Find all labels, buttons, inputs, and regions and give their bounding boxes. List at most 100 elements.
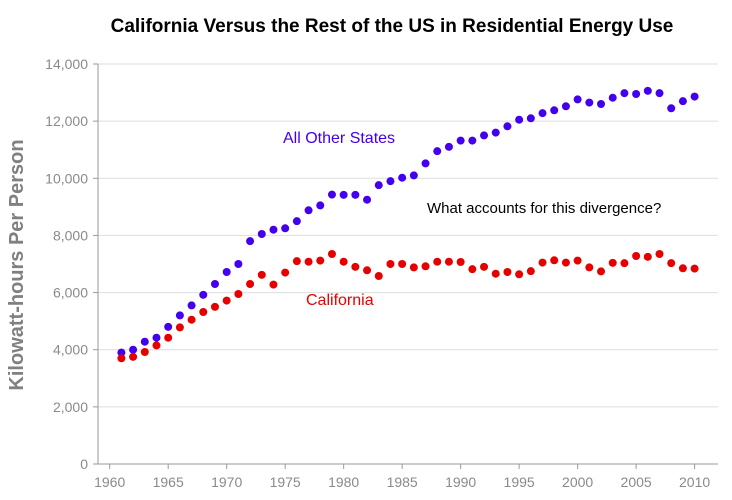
data-point-california bbox=[480, 262, 489, 271]
x-tick-label: 2005 bbox=[621, 474, 652, 490]
data-point-all-other-states bbox=[199, 290, 208, 299]
data-point-california bbox=[117, 354, 126, 363]
data-point-california bbox=[608, 258, 617, 267]
data-point-all-other-states bbox=[351, 190, 360, 199]
data-point-california bbox=[573, 256, 582, 265]
data-point-all-other-states bbox=[304, 206, 313, 215]
x-tick-label: 1990 bbox=[445, 474, 476, 490]
y-axis-ticks: 0 2,000 4,000 6,000 8,000 10,000 12,000 14,000 bbox=[45, 56, 98, 472]
x-tick-label: 2010 bbox=[679, 474, 710, 490]
data-point-california bbox=[292, 257, 301, 266]
data-point-california bbox=[210, 302, 219, 311]
data-point-all-other-states bbox=[222, 268, 231, 276]
data-point-all-other-states bbox=[152, 333, 161, 342]
data-point-all-other-states bbox=[491, 128, 500, 137]
data-point-california bbox=[339, 257, 348, 266]
data-point-california bbox=[585, 263, 594, 272]
data-point-all-other-states bbox=[175, 311, 184, 320]
x-tick-label: 1970 bbox=[211, 474, 242, 490]
data-point-california bbox=[281, 268, 290, 277]
data-point-all-other-states bbox=[678, 97, 687, 106]
grid bbox=[98, 63, 718, 408]
data-point-all-other-states bbox=[292, 217, 301, 226]
data-point-all-other-states bbox=[339, 190, 348, 199]
data-point-all-other-states bbox=[690, 92, 699, 101]
data-point-all-other-states bbox=[129, 345, 138, 354]
data-point-all-other-states bbox=[210, 280, 219, 288]
series-label-all-other-states: All Other States bbox=[283, 130, 395, 147]
data-point-california bbox=[550, 256, 559, 265]
x-tick-label: 1960 bbox=[94, 474, 125, 490]
data-point-all-other-states bbox=[573, 95, 582, 104]
data-point-california bbox=[152, 341, 161, 350]
data-point-california bbox=[597, 267, 606, 276]
y-tick-label: 14,000 bbox=[45, 56, 88, 72]
data-point-all-other-states bbox=[538, 109, 547, 118]
y-tick-label: 10,000 bbox=[45, 170, 88, 186]
data-point-all-other-states bbox=[608, 93, 617, 102]
data-point-all-other-states bbox=[374, 181, 383, 190]
y-tick-label: 2,000 bbox=[53, 399, 88, 415]
data-point-all-other-states bbox=[117, 348, 126, 357]
data-point-california bbox=[433, 257, 442, 266]
data-point-all-other-states bbox=[480, 131, 489, 140]
data-point-california bbox=[444, 257, 453, 266]
data-point-all-other-states bbox=[269, 225, 278, 234]
data-point-california bbox=[538, 258, 547, 267]
data-point-all-other-states bbox=[363, 195, 372, 204]
data-point-all-other-states bbox=[140, 337, 149, 346]
data-point-california bbox=[643, 252, 652, 261]
y-tick-label: 8,000 bbox=[53, 227, 88, 243]
data-point-california bbox=[327, 250, 336, 258]
y-tick-label: 4,000 bbox=[53, 342, 88, 358]
data-point-all-other-states bbox=[620, 89, 629, 98]
y-tick-label: 0 bbox=[80, 456, 88, 472]
data-point-all-other-states bbox=[632, 90, 641, 98]
data-point-california bbox=[678, 264, 687, 273]
data-point-california bbox=[386, 260, 395, 268]
data-point-california bbox=[316, 256, 325, 265]
annotation-divergence: What accounts for this divergence? bbox=[427, 200, 661, 217]
data-point-all-other-states bbox=[386, 177, 395, 186]
data-point-california bbox=[456, 258, 465, 266]
y-tick-label: 6,000 bbox=[53, 285, 88, 301]
data-point-all-other-states bbox=[187, 301, 196, 310]
x-tick-label: 1975 bbox=[270, 474, 301, 490]
data-point-all-other-states bbox=[550, 106, 559, 115]
data-point-all-other-states bbox=[456, 136, 465, 145]
data-point-california bbox=[468, 265, 477, 274]
data-point-all-other-states bbox=[667, 104, 676, 113]
data-point-california bbox=[667, 259, 676, 268]
y-tick-label: 12,000 bbox=[45, 113, 88, 129]
data-point-california bbox=[526, 267, 535, 276]
data-point-california bbox=[363, 266, 372, 275]
chart-title: California Versus the Rest of the US in … bbox=[111, 16, 674, 37]
data-point-california bbox=[257, 270, 266, 279]
x-tick-label: 1965 bbox=[153, 474, 184, 490]
data-point-all-other-states bbox=[561, 102, 570, 111]
data-point-all-other-states bbox=[433, 147, 442, 156]
data-point-california bbox=[655, 250, 664, 258]
x-tick-label: 1995 bbox=[504, 474, 535, 490]
data-point-california bbox=[269, 280, 278, 289]
series-label-california: California bbox=[306, 292, 374, 309]
data-point-all-other-states bbox=[281, 224, 290, 233]
data-point-california bbox=[175, 323, 184, 332]
data-point-california bbox=[632, 252, 641, 260]
data-point-california bbox=[409, 263, 418, 272]
x-axis-ticks: 1960 1965 1970 1975 1980 1985 1990 1995 2000 2005… bbox=[94, 464, 710, 490]
data-point-california bbox=[374, 272, 383, 280]
data-point-all-other-states bbox=[234, 260, 243, 268]
data-point-all-other-states bbox=[421, 159, 430, 168]
data-point-california bbox=[304, 257, 313, 266]
data-point-california bbox=[246, 280, 255, 288]
data-point-all-other-states bbox=[515, 115, 524, 124]
y-axis-label: Kilowatt-hours Per Person bbox=[6, 139, 28, 390]
data-point-california bbox=[140, 348, 149, 356]
data-point-california bbox=[690, 264, 699, 273]
data-point-all-other-states bbox=[468, 136, 477, 145]
data-point-all-other-states bbox=[655, 89, 664, 98]
data-points bbox=[117, 86, 699, 363]
data-point-all-other-states bbox=[164, 322, 173, 331]
